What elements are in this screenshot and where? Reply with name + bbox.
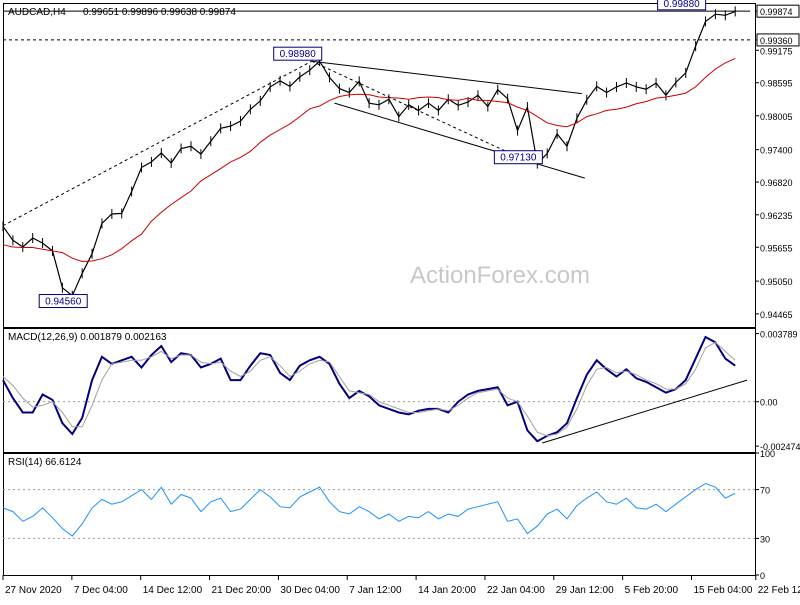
y-tick-label: 100 <box>760 449 775 459</box>
panel-title-macd: MACD(12,26,9) 0.001879 0.002163 <box>8 332 167 343</box>
y-tick-label: 0.99874 <box>760 7 793 17</box>
panel-title-price: AUDCAD,H4 <box>8 7 66 18</box>
x-tick-label: 14 Jan 20:00 <box>418 585 476 596</box>
y-tick-label: 0.97400 <box>760 146 793 156</box>
trendline <box>311 60 533 165</box>
x-tick-label: 22 Feb 12:00 <box>758 585 800 596</box>
panel-rsi: 100 70 30 0 RSI(14) 66.6124 <box>2 449 775 581</box>
y-tick-label: 0.003789 <box>760 330 798 340</box>
x-tick-label: 7 Dec 04:00 <box>74 585 128 596</box>
series-line-macd-0 <box>2 335 736 443</box>
y-tick-label: 0.99360 <box>760 36 793 46</box>
panel-border-rsi <box>3 453 756 576</box>
y-tick-label: 0.94465 <box>760 310 793 320</box>
x-tick-label: 7 Jan 12:00 <box>349 585 402 596</box>
y-tick-label: 30 <box>760 534 770 544</box>
annotation-box <box>38 294 88 309</box>
x-tick-label: 27 Nov 2020 <box>5 585 62 596</box>
trendline <box>334 102 585 179</box>
y-tick-label: 0 <box>760 571 765 581</box>
trendline <box>2 60 312 227</box>
annotation-label: 0.99880 <box>664 0 701 10</box>
series-line-macd-1 <box>2 341 736 437</box>
y-tick-label: 0.98595 <box>760 79 793 89</box>
annotation-box <box>273 46 323 61</box>
x-tick-label: 5 Feb 20:00 <box>625 585 679 596</box>
x-tick-label: 30 Dec 04:00 <box>280 585 340 596</box>
watermark: ActionForex.com <box>410 262 590 289</box>
trendline <box>311 60 582 95</box>
annotation-label: 0.94560 <box>45 297 82 308</box>
y-tick-label: -0.002474 <box>760 442 800 452</box>
panel-border-macd <box>3 328 756 453</box>
y-tick-label: 0.00 <box>760 398 778 408</box>
y-tick-label: 0.98005 <box>760 112 793 122</box>
panel-title-rsi: RSI(14) 66.6124 <box>8 457 82 468</box>
x-tick-label: 29 Jan 12:00 <box>556 585 614 596</box>
x-tick-label: 15 Feb 04:00 <box>694 585 753 596</box>
x-tick-label: 21 Dec 20:00 <box>212 585 272 596</box>
panel-border-price <box>3 3 756 328</box>
panel-price: 0.94560 0.98980 0.97130 0.99880 0.99874 0.993… <box>2 0 800 320</box>
x-tick-label: 14 Dec 12:00 <box>143 585 203 596</box>
y-tick-label: 70 <box>760 486 770 496</box>
y-tick-label: 0.95655 <box>760 243 793 253</box>
y-tick-label: 0.95050 <box>760 277 793 287</box>
series-line-rsi-0 <box>2 482 736 537</box>
annotation-label: 0.98980 <box>280 49 317 60</box>
series-line-price-1 <box>2 57 736 263</box>
ohlc-text: 0.99651 0.99896 0.99638 0.99874 <box>83 7 236 18</box>
annotation-label: 0.97130 <box>500 153 537 164</box>
annotation-box <box>657 0 707 11</box>
panel-macd: 0.003789 0.00 -0.002474 MACD(12,26,9) 0.001… <box>2 330 800 452</box>
trendline <box>542 379 748 444</box>
y-tick-label: 0.96235 <box>760 211 793 221</box>
y-tick-label: 0.96820 <box>760 178 793 188</box>
price-marker-box <box>756 4 800 18</box>
price-marker-box <box>756 33 800 47</box>
x-tick-label: 22 Jan 04:00 <box>487 585 545 596</box>
y-tick-label: 0.99175 <box>760 46 793 56</box>
annotation-box <box>493 150 543 165</box>
